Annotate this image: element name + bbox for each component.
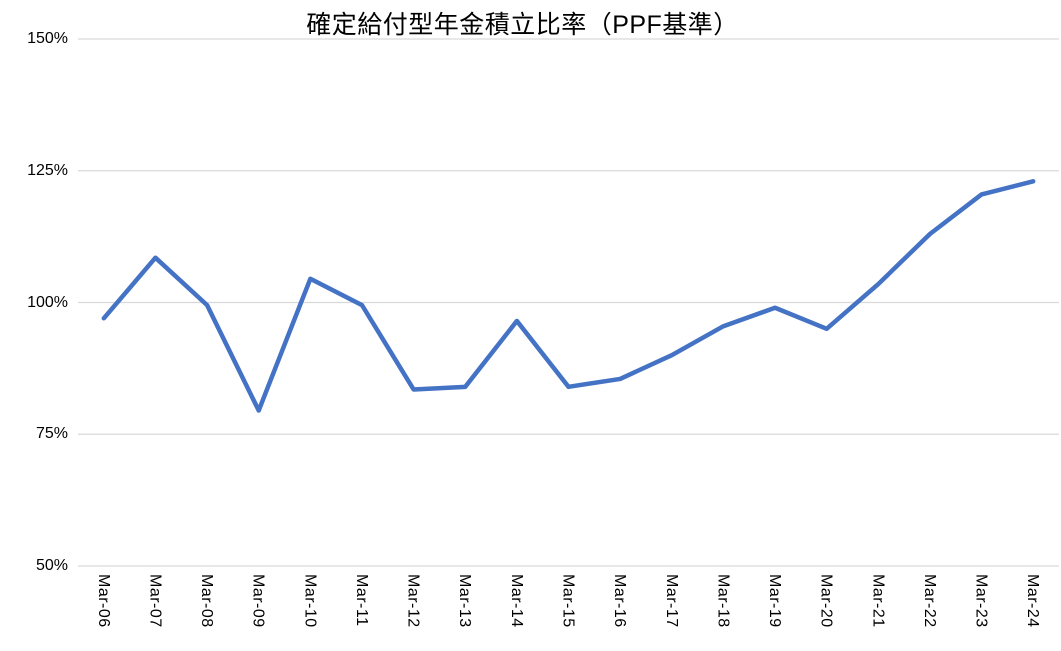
y-axis-tick-label: 75% (35, 425, 68, 443)
x-axis-tick-label: Mar-13 (456, 574, 474, 628)
x-axis-tick-label: Mar-23 (972, 574, 990, 628)
x-axis-tick-label: Mar-10 (301, 574, 319, 628)
x-axis-tick-label: Mar-15 (559, 574, 577, 628)
x-axis-tick-label: Mar-22 (920, 574, 938, 628)
x-axis-tick-label: Mar-19 (766, 574, 784, 628)
y-axis-tick-label: 150% (27, 30, 68, 47)
x-axis-tick-label: Mar-06 (94, 574, 112, 628)
gridlines (78, 38, 1059, 567)
x-axis-tick-label: Mar-14 (507, 574, 525, 628)
x-axis-tick-label: Mar-08 (198, 574, 216, 628)
x-axis-tick-label: Mar-20 (817, 574, 835, 628)
chart-title: 確定給付型年金積立比率（PPF基準） (306, 11, 739, 39)
x-axis-tick-label: Mar-24 (1024, 574, 1042, 628)
x-axis-tick-label: Mar-09 (249, 574, 267, 628)
y-axis-tick-label: 50% (35, 557, 68, 574)
y-axis-tick-label: 125% (27, 161, 68, 179)
x-axis-tick-label: Mar-07 (146, 574, 164, 628)
x-axis-tick-label: Mar-12 (404, 574, 422, 628)
series-line (101, 179, 1036, 413)
x-axis-tick-label: Mar-16 (611, 574, 629, 628)
data-series (101, 179, 1036, 413)
x-axis-tick-label: Mar-17 (662, 574, 680, 628)
x-axis-tick-label: Mar-11 (352, 574, 370, 627)
x-axis-tick-label: Mar-18 (714, 574, 732, 628)
x-axis-tick-label: Mar-21 (869, 574, 887, 628)
y-axis-tick-label: 100% (27, 293, 68, 311)
